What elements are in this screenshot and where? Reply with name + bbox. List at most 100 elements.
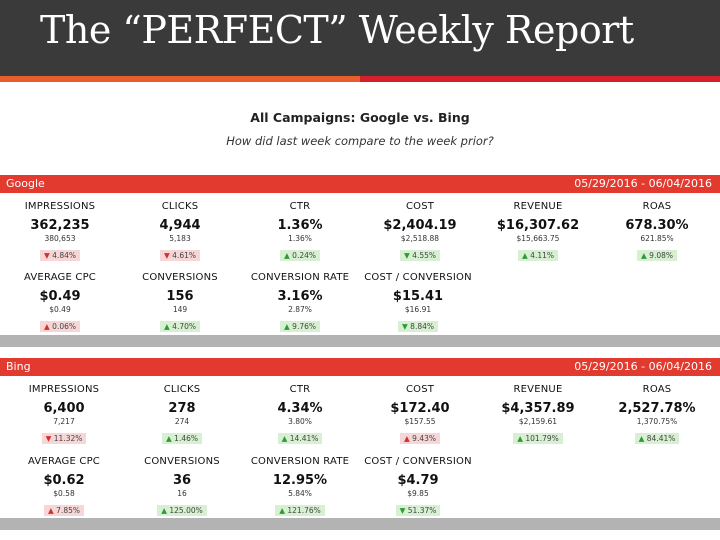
down-arrow-icon: ▼ [404, 251, 410, 260]
up-arrow-icon: ▲ [279, 506, 285, 515]
metric-change-badge: ▲ 7.85% [44, 505, 84, 516]
metric-label: CLICKS [163, 384, 201, 395]
google-metric-ctr: CTR 1.36% 1.36% ▲ 0.24% [240, 201, 360, 262]
up-arrow-icon: ▲ [281, 434, 288, 443]
metric-change-value: 121.76% [287, 506, 321, 515]
metric-change-badge: ▼ 4.55% [400, 250, 440, 261]
up-arrow-icon: ▲ [166, 434, 172, 443]
bing-metric-revenue: REVENUE $4,357.89 $2,159.61 ▲ 101.79% [478, 384, 598, 445]
google-section: Google 05/29/2016 - 06/04/2016 IMPRESSIO… [0, 175, 720, 347]
down-arrow-icon: ▼ [402, 322, 408, 331]
down-arrow-icon: ▼ [45, 434, 52, 443]
metric-label: IMPRESSIONS [24, 201, 96, 212]
metric-prior-value: 274 [174, 417, 190, 426]
metric-value: 6,400 [43, 401, 85, 416]
up-arrow-icon: ▲ [641, 251, 647, 260]
metric-prior-value: 380,653 [44, 234, 76, 243]
up-arrow-icon: ▲ [44, 322, 50, 331]
bing-metric-cost-per-conversion: COST / CONVERSION $4.79 $9.85 ▼ 51.37% [358, 456, 478, 517]
report-title: All Campaigns: Google vs. Bing [250, 110, 470, 125]
metric-change-value: 11.32% [53, 434, 83, 443]
google-metric-clicks: CLICKS 4,944 5,183 ▼ 4.61% [120, 201, 240, 262]
metric-value: $16,307.62 [496, 218, 580, 233]
up-arrow-icon: ▲ [164, 322, 170, 331]
metric-prior-value: $0.49 [49, 305, 71, 314]
up-arrow-icon: ▲ [638, 434, 645, 443]
metric-change-value: 9.43% [412, 434, 436, 443]
metric-label: CLICKS [161, 201, 199, 212]
metric-change-badge: ▲ 121.76% [275, 505, 325, 516]
google-metric-roas: ROAS 678.30% 621.85% ▲ 9.08% [597, 201, 717, 262]
metric-label: ROAS [642, 384, 672, 395]
bing-metric-conversions: CONVERSIONS 36 16 ▲ 125.00% [122, 456, 242, 517]
metric-change-value: 7.85% [56, 506, 80, 515]
metric-change-badge: ▲ 0.06% [40, 321, 80, 332]
google-metric-average-cpc: AVERAGE CPC $0.49 $0.49 ▲ 0.06% [0, 272, 120, 333]
metric-label: AVERAGE CPC [23, 272, 96, 283]
metric-label: CONVERSION RATE [250, 456, 350, 467]
metric-change-badge: ▼ 51.37% [395, 505, 441, 516]
metric-label: CONVERSIONS [144, 456, 220, 467]
metric-change-value: 125.00% [169, 506, 203, 515]
metric-label: COST / CONVERSION [364, 456, 472, 467]
metric-value: $4,357.89 [501, 401, 575, 416]
metric-change-value: 9.76% [292, 322, 316, 331]
report-subtitle: How did last week compare to the week pr… [226, 134, 494, 148]
metric-prior-value: 149 [172, 305, 188, 314]
metric-prior-value: $157.55 [404, 417, 436, 426]
metric-change-value: 0.06% [52, 322, 76, 331]
metric-change-badge: ▲ 14.41% [277, 433, 323, 444]
metric-value: 362,235 [30, 218, 90, 233]
metric-change-value: 9.08% [649, 251, 673, 260]
metric-prior-value: $15,663.75 [516, 234, 560, 243]
metric-change-badge: ▲ 0.24% [280, 250, 320, 261]
metric-prior-value: $2,159.61 [518, 417, 558, 426]
metric-change-value: 4.70% [172, 322, 196, 331]
metric-change-value: 101.79% [525, 434, 559, 443]
metric-value: 12.95% [272, 473, 328, 488]
bing-date-range: 05/29/2016 - 06/04/2016 [574, 360, 712, 373]
bing-metric-roas: ROAS 2,527.78% 1,370.75% ▲ 84.41% [597, 384, 717, 445]
metric-value: 2,527.78% [618, 401, 696, 416]
bing-metric-conversion-rate: CONVERSION RATE 12.95% 5.84% ▲ 121.76% [240, 456, 360, 517]
bing-metric-cost: COST $172.40 $157.55 ▲ 9.43% [360, 384, 480, 445]
metric-label: IMPRESSIONS [28, 384, 100, 395]
google-date-range: 05/29/2016 - 06/04/2016 [574, 177, 712, 190]
up-arrow-icon: ▲ [404, 434, 410, 443]
metric-label: CONVERSIONS [142, 272, 218, 283]
metric-value: 4.34% [277, 401, 323, 416]
metric-label: REVENUE [513, 201, 563, 212]
metric-change-badge: ▲ 9.08% [637, 250, 677, 261]
metric-prior-value: 1,370.75% [636, 417, 678, 426]
metric-prior-value: 621.85% [640, 234, 674, 243]
report-header: All Campaigns: Google vs. Bing [0, 110, 720, 125]
metric-change-value: 4.84% [52, 251, 76, 260]
google-metric-revenue: REVENUE $16,307.62 $15,663.75 ▲ 4.11% [478, 201, 598, 262]
metric-prior-value: $9.85 [407, 489, 429, 498]
metric-change-badge: ▲ 125.00% [157, 505, 207, 516]
metric-value: $15.41 [392, 289, 444, 304]
google-section-name: Google [6, 177, 45, 190]
metric-change-value: 1.46% [174, 434, 198, 443]
metric-label: COST [405, 201, 435, 212]
metric-value: 4,944 [159, 218, 201, 233]
metric-change-badge: ▼ 4.61% [160, 250, 200, 261]
metric-label: CTR [289, 384, 311, 395]
bing-section-divider [0, 518, 720, 530]
metric-change-badge: ▼ 4.84% [40, 250, 80, 261]
bing-metric-ctr: CTR 4.34% 3.80% ▲ 14.41% [240, 384, 360, 445]
metric-change-badge: ▲ 9.43% [400, 433, 440, 444]
metric-label: CONVERSION RATE [250, 272, 350, 283]
metric-label: COST [405, 384, 435, 395]
google-metric-cost: COST $2,404.19 $2,518.88 ▼ 4.55% [360, 201, 480, 262]
bing-metric-average-cpc: AVERAGE CPC $0.62 $0.58 ▲ 7.85% [4, 456, 124, 517]
metric-value: $172.40 [390, 401, 450, 416]
metric-value: 156 [166, 289, 194, 304]
title-accent-orange [0, 76, 360, 82]
title-accent-red [360, 76, 720, 82]
metric-change-badge: ▼ 11.32% [41, 433, 87, 444]
metric-label: CTR [289, 201, 311, 212]
metric-value: $2,404.19 [383, 218, 457, 233]
metric-value: 36 [172, 473, 192, 488]
metric-change-badge: ▲ 9.76% [280, 321, 320, 332]
